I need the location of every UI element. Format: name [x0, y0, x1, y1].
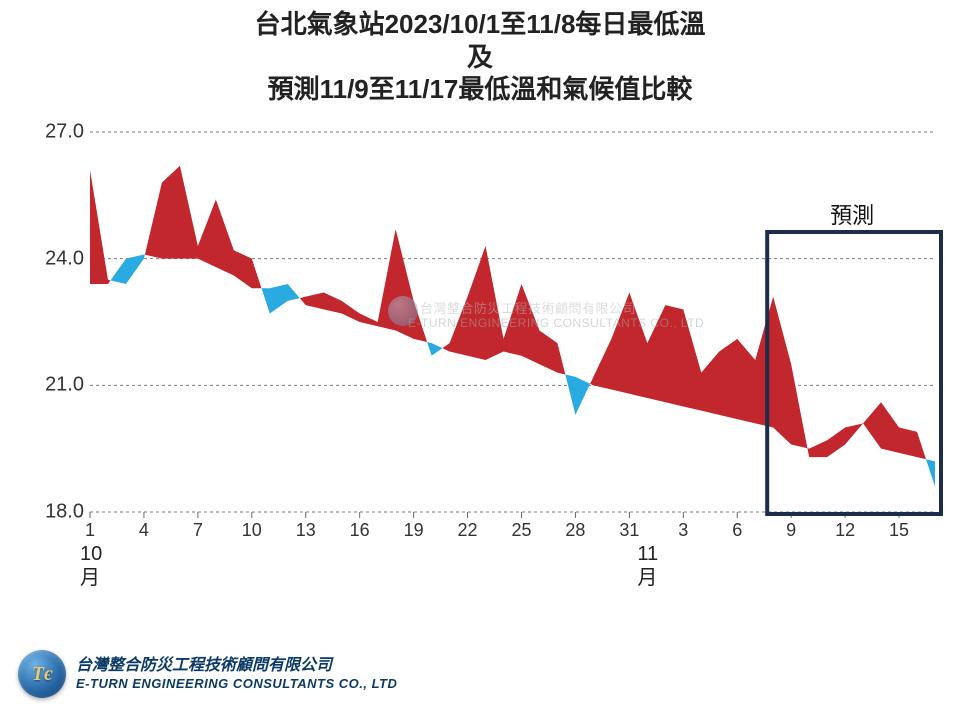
title-line-1: 台北氣象站2023/10/1至11/8每日最低溫 — [0, 8, 960, 41]
title-line-3: 預測11/9至11/17最低溫和氣候值比較 — [0, 73, 960, 106]
footer-text: 台灣整合防災工程技術顧問有限公司 E-TURN ENGINEERING CONS… — [76, 656, 397, 692]
watermark-logo-icon — [388, 296, 418, 326]
x-tick-label: 31 — [619, 520, 639, 541]
chart-title: 台北氣象站2023/10/1至11/8每日最低溫 及 預測11/9至11/17最… — [0, 0, 960, 106]
area-above — [90, 170, 111, 284]
x-tick-label: 12 — [835, 520, 855, 541]
x-tick-label: 13 — [296, 520, 316, 541]
x-tick-label: 9 — [786, 520, 796, 541]
month-label: 11月 — [637, 542, 658, 590]
forecast-label: 預測 — [830, 198, 874, 230]
month-label: 10月 — [80, 542, 102, 590]
title-line-2: 及 — [0, 41, 960, 74]
x-tick-label: 19 — [404, 520, 424, 541]
area-above — [145, 166, 262, 288]
x-tick-label: 22 — [458, 520, 478, 541]
x-tick-label: 15 — [889, 520, 909, 541]
watermark-en: E-TURN ENGINEERING CONSULTANTS CO., LTD — [408, 316, 704, 330]
logo-glyph: Tє — [32, 663, 53, 686]
y-tick-label: 27.0 — [34, 121, 84, 144]
x-tick-label: 7 — [193, 520, 203, 541]
x-tick-label: 28 — [565, 520, 585, 541]
company-name-en: E-TURN ENGINEERING CONSULTANTS CO., LTD — [76, 676, 397, 692]
area-below — [565, 375, 590, 415]
x-tick-label: 1 — [85, 520, 95, 541]
x-tick-label: 3 — [678, 520, 688, 541]
company-logo-icon: Tє — [18, 650, 66, 698]
x-tick-label: 4 — [139, 520, 149, 541]
x-tick-label: 10 — [242, 520, 262, 541]
x-tick-label: 25 — [511, 520, 531, 541]
forecast-box — [767, 232, 941, 514]
page: 台北氣象站2023/10/1至11/8每日最低溫 及 預測11/9至11/17最… — [0, 0, 960, 720]
area-above — [807, 402, 926, 459]
y-tick-label: 18.0 — [34, 501, 84, 524]
x-tick-label: 16 — [350, 520, 370, 541]
y-tick-label: 21.0 — [34, 374, 84, 397]
area-below — [261, 284, 299, 314]
area-below — [926, 459, 935, 486]
watermark-cn: 台灣整合防災工程技術顧問有限公司 — [420, 298, 636, 317]
y-tick-label: 24.0 — [34, 247, 84, 270]
footer: Tє 台灣整合防災工程技術顧問有限公司 E-TURN ENGINEERING C… — [18, 650, 397, 698]
area-below — [427, 342, 442, 356]
company-name-cn: 台灣整合防災工程技術顧問有限公司 — [76, 656, 397, 676]
x-tick-label: 6 — [732, 520, 742, 541]
